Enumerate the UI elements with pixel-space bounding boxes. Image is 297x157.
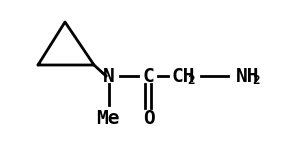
Text: C: C [142, 67, 154, 86]
Text: Me: Me [96, 108, 120, 127]
Text: NH: NH [236, 67, 260, 86]
Text: 2: 2 [252, 75, 260, 87]
Text: CH: CH [171, 67, 195, 86]
Text: 2: 2 [187, 75, 195, 87]
Text: N: N [103, 67, 115, 86]
Text: O: O [143, 108, 155, 127]
